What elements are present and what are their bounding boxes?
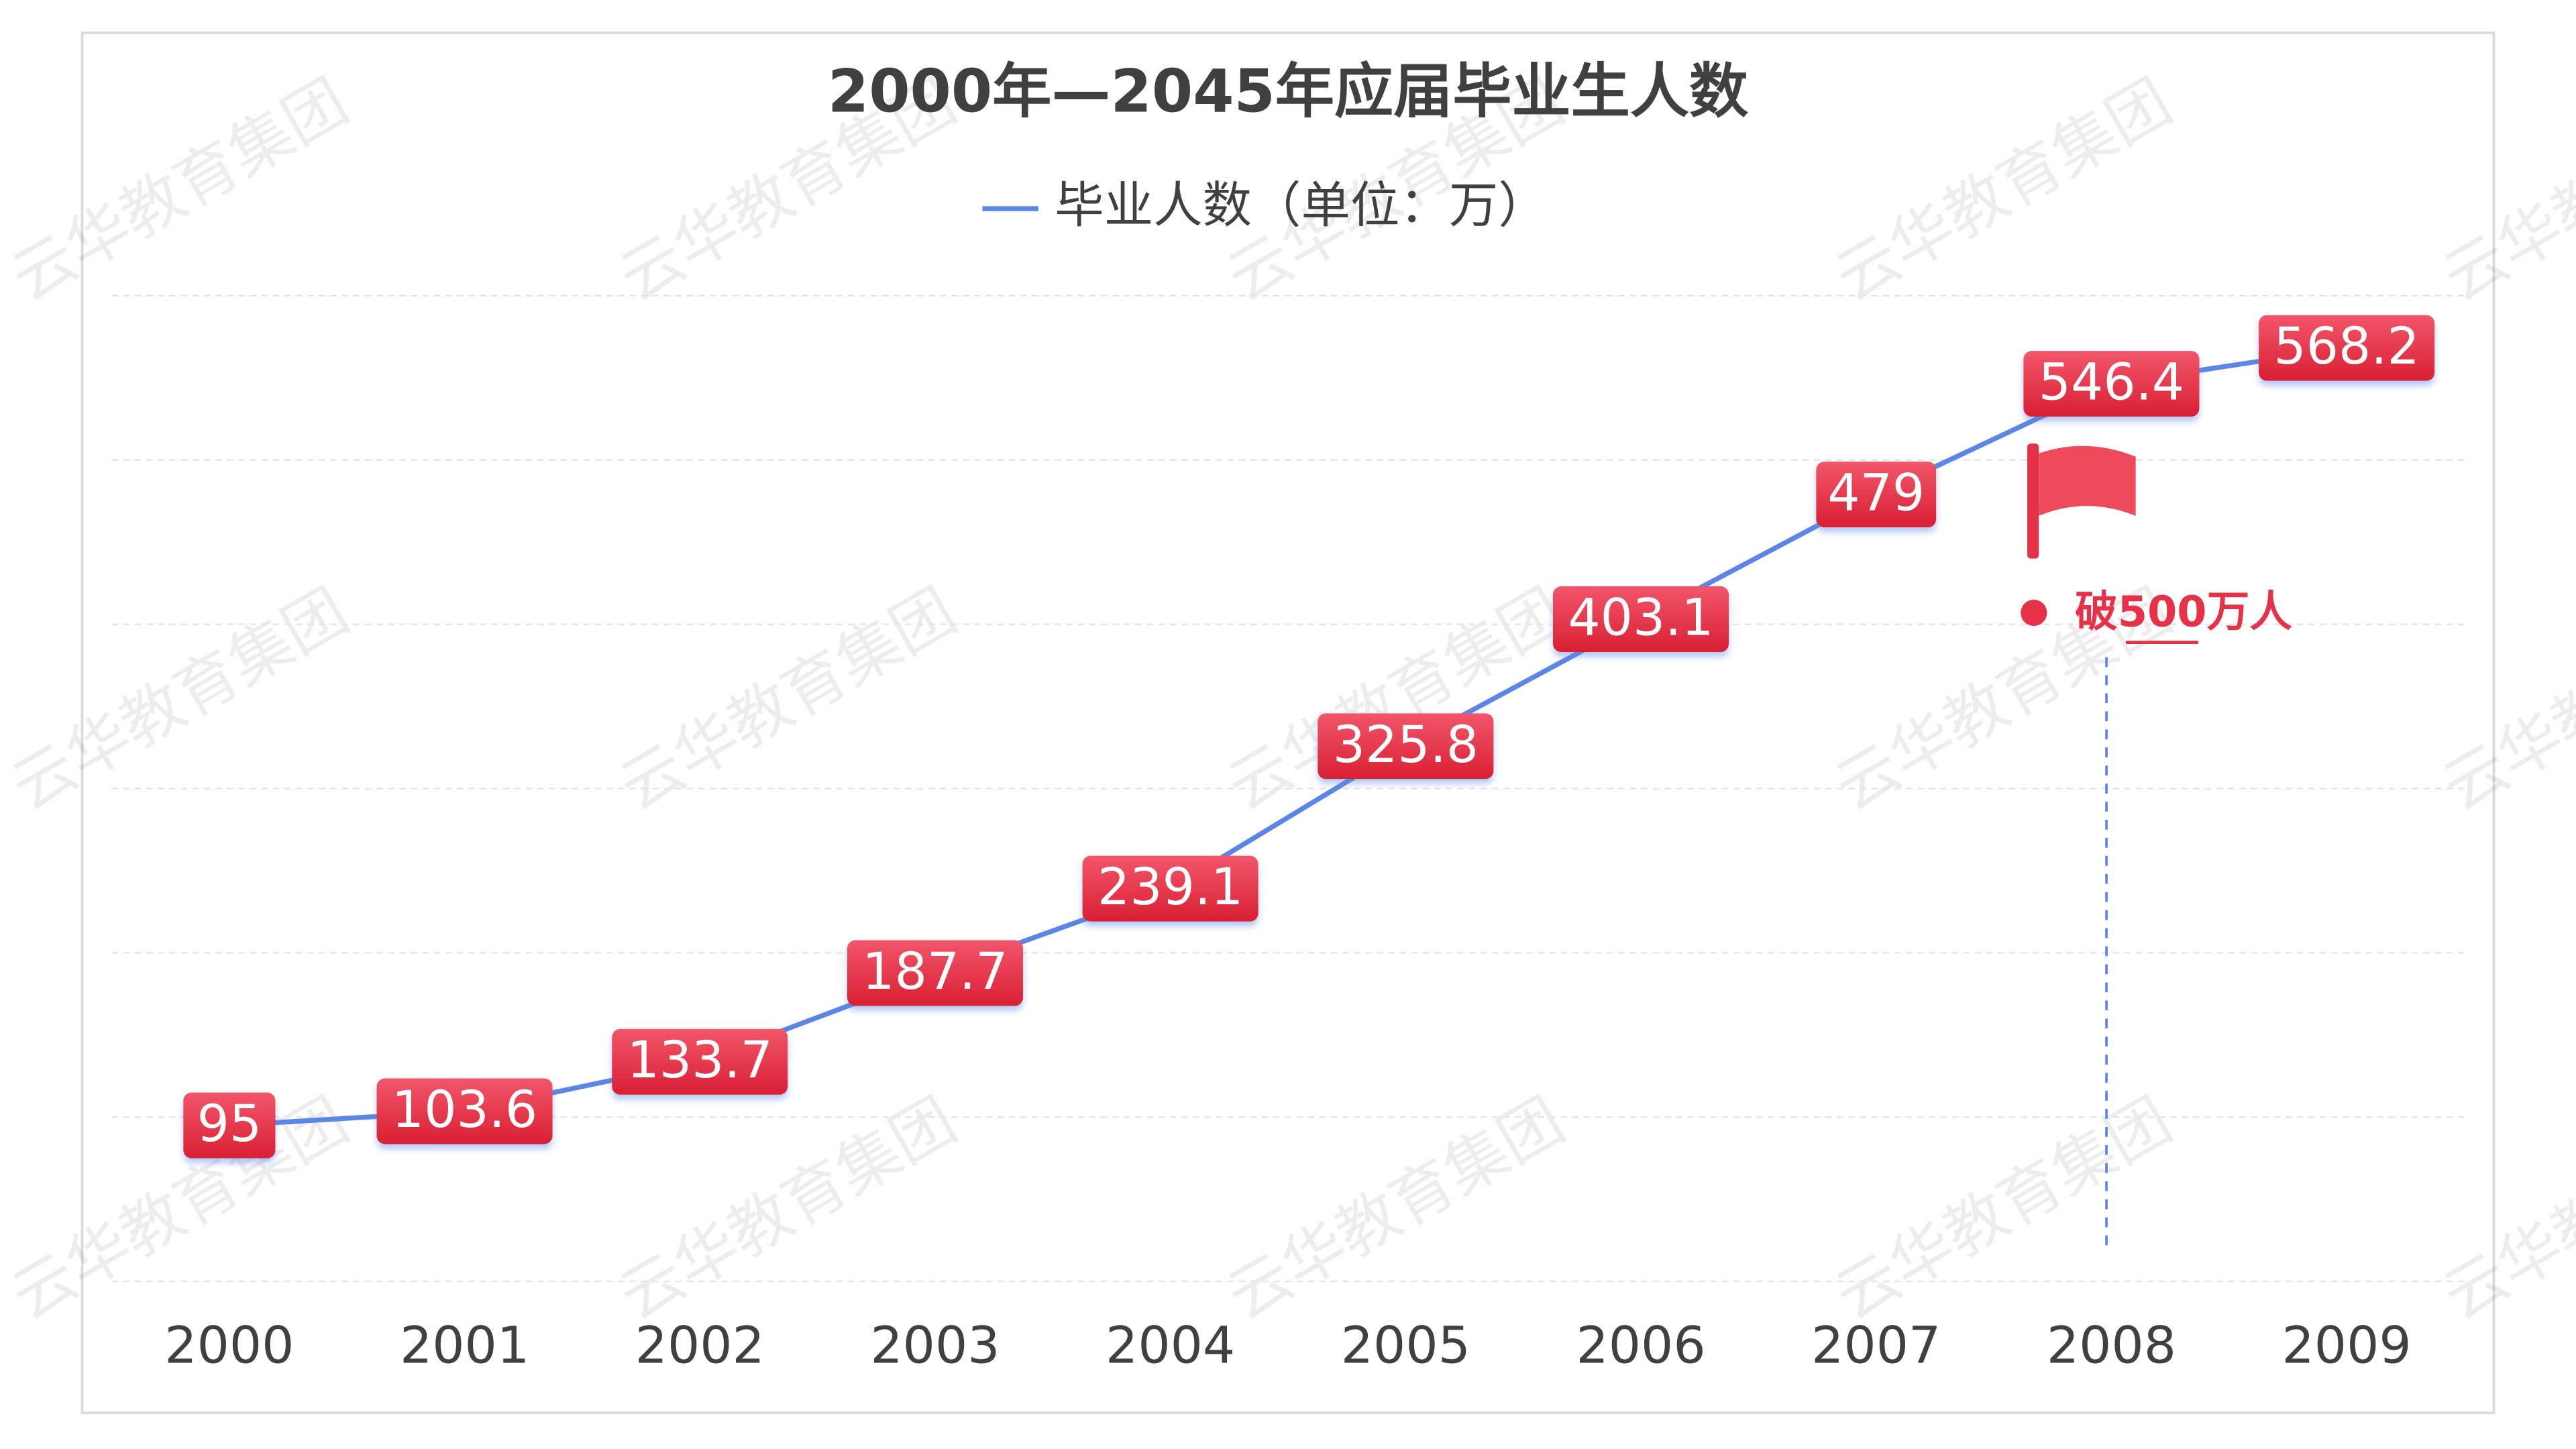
data-label-box: [2259, 315, 2435, 381]
chart-title: 2000年—2045年应届毕业生人数: [828, 56, 1749, 125]
series-line: [229, 345, 2347, 1128]
data-label: 133.7: [627, 1030, 773, 1089]
x-tick-label: 2001: [400, 1316, 529, 1375]
data-label-box: [1816, 462, 1937, 528]
x-tick-label: 2000: [164, 1316, 294, 1375]
x-tick-label: 2007: [1811, 1316, 1941, 1375]
x-tick-label: 2009: [2282, 1316, 2412, 1375]
x-tick-label: 2006: [1576, 1316, 1705, 1375]
frame: [80, 32, 2496, 1414]
data-label-box: [2023, 351, 2200, 417]
data-label: 187.7: [862, 942, 1008, 1001]
data-label-box: [847, 940, 1023, 1006]
annotation-text: 破500万人: [2075, 587, 2292, 637]
data-label: 325.8: [1333, 715, 1479, 774]
data-label: 479: [1827, 464, 1925, 523]
data-label-box: [1082, 855, 1258, 922]
data-label: 95: [197, 1094, 262, 1153]
x-tick-label: 2005: [1341, 1316, 1470, 1375]
data-label-box: [1318, 713, 1494, 780]
data-label: 103.6: [392, 1080, 537, 1139]
data-label: 403.1: [1568, 588, 1713, 647]
x-tick-label: 2008: [2047, 1316, 2176, 1375]
x-tick-label: 2002: [635, 1316, 765, 1375]
x-tick-label: 2003: [870, 1316, 1000, 1375]
data-label: 546.4: [2039, 353, 2184, 412]
data-label-box: [612, 1028, 788, 1095]
annotation-dot: [2021, 599, 2047, 627]
data-label-box: [1553, 586, 1729, 652]
flag-icon: [2027, 443, 2136, 559]
data-label: 239.1: [1097, 857, 1243, 916]
data-label-box: [183, 1092, 276, 1159]
data-label-box: [376, 1078, 553, 1144]
x-tick-label: 2004: [1106, 1316, 1235, 1375]
data-label: 568.2: [2273, 317, 2419, 376]
legend-label: 毕业人数（单位：万）: [1055, 177, 1548, 234]
